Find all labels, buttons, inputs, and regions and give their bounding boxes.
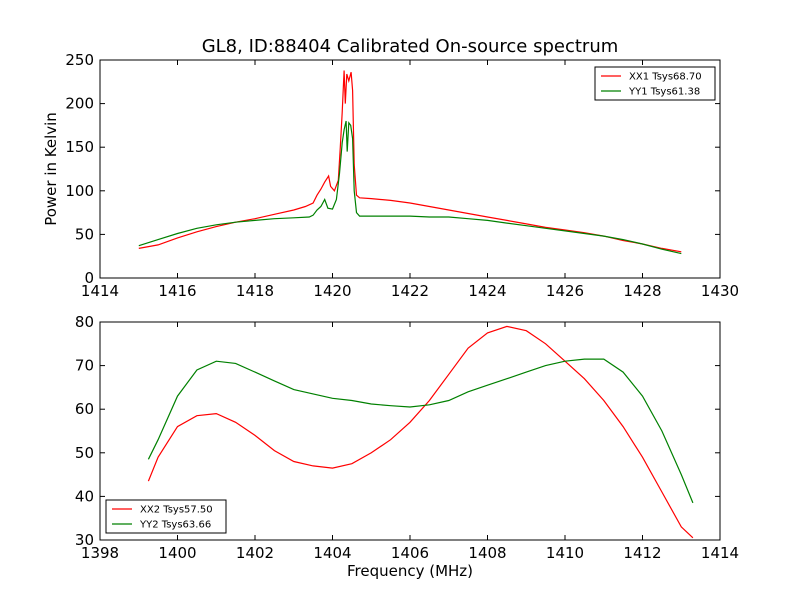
series-line-xx — [147, 325, 694, 539]
x-tick-label: 1428 — [623, 282, 661, 300]
x-tick-label: 1408 — [468, 544, 506, 562]
x-axis-label: Frequency (MHz) — [347, 562, 473, 580]
x-tick-label: 1422 — [391, 282, 429, 300]
x-tick-label: 1426 — [546, 282, 584, 300]
x-tick-label: 1420 — [313, 282, 351, 300]
legend-label: YY2 Tsys63.66 — [139, 520, 211, 531]
series-line-xx — [138, 70, 682, 253]
x-tick-label: 1404 — [313, 544, 351, 562]
x-tick-label: 1412 — [623, 544, 661, 562]
y-tick-label: 50 — [75, 225, 94, 243]
legend-box — [105, 499, 227, 534]
x-tick-label: 1430 — [701, 282, 739, 300]
x-tick-label: 1416 — [158, 282, 196, 300]
y-tick-label: 150 — [65, 138, 94, 156]
y-tick-label: 40 — [75, 487, 94, 505]
x-tick-label: 1406 — [391, 544, 429, 562]
y-tick-label: 50 — [75, 444, 94, 462]
y-axis-label: Power in Kelvin — [42, 112, 60, 226]
y-tick-label: 80 — [75, 313, 94, 331]
series-line-yy — [147, 358, 694, 504]
y-tick-label: 250 — [65, 51, 94, 69]
legend-label: XX2 Tsys57.50 — [140, 505, 213, 516]
x-tick-label: 1402 — [236, 544, 274, 562]
legend-label: XX1 Tsys68.70 — [629, 72, 702, 83]
top-chart-panel: 1414 1416 1418 1420 1422 1424 1426 1428 1430 0 50 1… — [42, 51, 739, 300]
y-tick-label: 100 — [65, 182, 94, 200]
figure-title: GL8, ID:88404 Calibrated On-source spect… — [202, 36, 619, 57]
bottom-chart-panel: 1398 1400 1402 1404 1406 1408 1410 1412 1414 30 40… — [75, 313, 739, 562]
legend: XX2 Tsys57.50 YY2 Tsys63.66 — [105, 499, 227, 534]
x-tick-label: 1414 — [81, 282, 119, 300]
legend: XX1 Tsys68.70 YY1 Tsys61.38 — [594, 66, 716, 101]
x-tick-label: 1424 — [468, 282, 506, 300]
x-tick-label: 1398 — [81, 544, 119, 562]
y-tick-label: 70 — [75, 357, 94, 375]
x-tick-label: 1418 — [236, 282, 274, 300]
x-tick-label: 1400 — [158, 544, 196, 562]
series-line-yy — [138, 120, 682, 255]
x-tick-label: 1410 — [546, 544, 584, 562]
y-tick-label: 30 — [75, 531, 94, 549]
y-tick-label: 60 — [75, 400, 94, 418]
legend-label: YY1 Tsys61.38 — [628, 87, 700, 98]
y-tick-label: 200 — [65, 95, 94, 113]
legend-box — [594, 66, 716, 101]
y-tick-label: 0 — [84, 269, 94, 287]
x-tick-label: 1414 — [701, 544, 739, 562]
